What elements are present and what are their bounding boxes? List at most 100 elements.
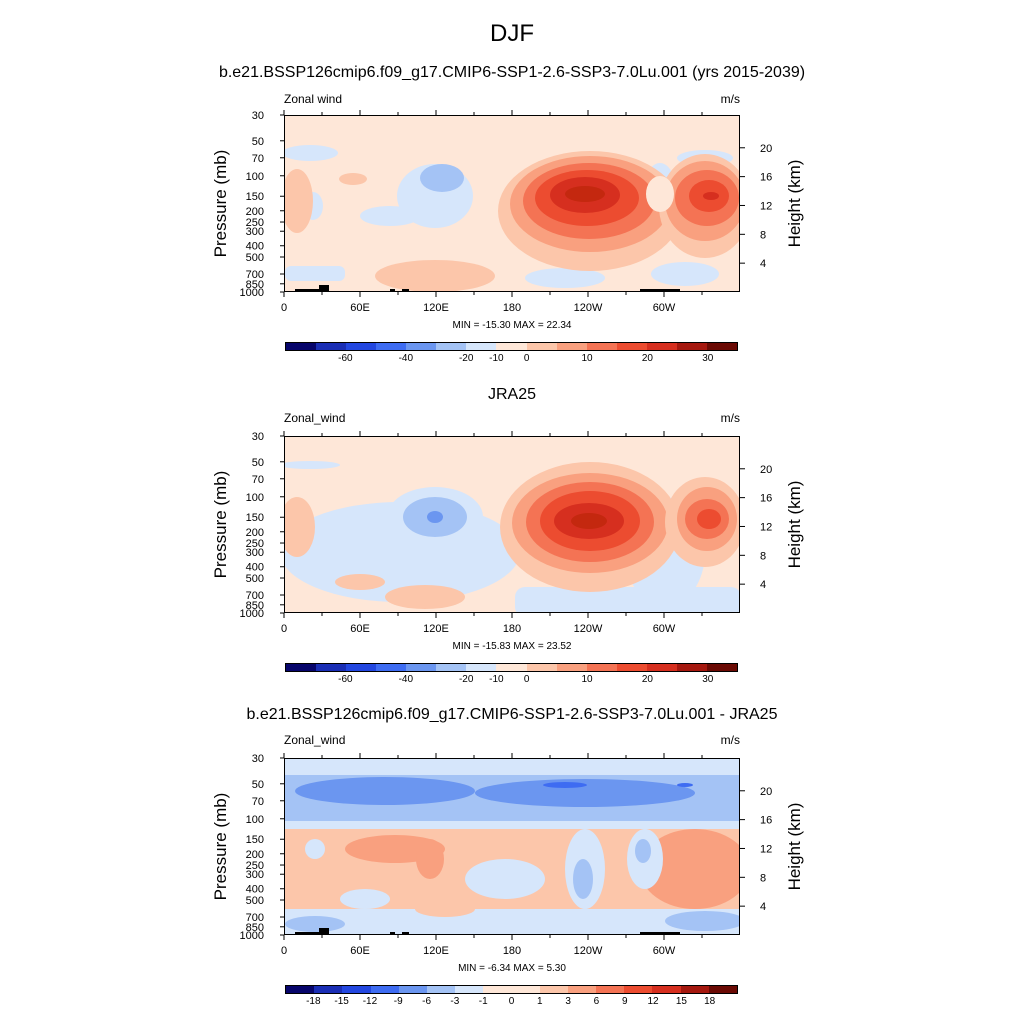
colorbar-tick-label: 3 <box>565 996 571 1007</box>
y-tick-label: 700 <box>246 590 264 602</box>
colorbar-tick-label: 18 <box>704 996 716 1007</box>
contour-fill-negative <box>651 262 719 286</box>
contour-fill-negative <box>543 782 587 788</box>
y2-tick-label: 12 <box>760 843 772 855</box>
minmax-label-1: MIN = -15.30 MAX = 22.34 <box>452 320 572 331</box>
colorbar-swatch <box>376 343 407 350</box>
colorbar-swatch <box>567 986 597 993</box>
x-tick-label: 60W <box>653 945 676 957</box>
topography-bar <box>319 928 329 934</box>
contour-fill-negative <box>285 461 340 469</box>
y2-tick-label: 8 <box>760 872 766 884</box>
y-tick-label: 200 <box>246 849 264 861</box>
colorbar-tick-label: -9 <box>393 996 403 1007</box>
variable-label-2: Zonal_wind <box>284 411 346 425</box>
contour-fill-positive <box>375 260 495 291</box>
colorbar-swatch <box>706 343 737 350</box>
y-tick-label: 850 <box>246 600 264 612</box>
contour-fill-negative <box>677 783 693 787</box>
colorbar-swatch <box>466 343 497 350</box>
colorbar-tick-label: -40 <box>398 353 414 364</box>
y-tick-label: 200 <box>246 206 264 218</box>
contour-fill-positive <box>565 186 605 202</box>
colorbar-tick-label: 10 <box>581 353 593 364</box>
colorbar-swatch <box>316 664 347 671</box>
y-tick-label: 1000 <box>240 287 264 299</box>
colorbar-swatch <box>708 986 737 993</box>
colorbar-1 <box>285 342 738 351</box>
y2-tick-label: 4 <box>760 258 766 270</box>
colorbar-tick-label: 0 <box>523 674 530 685</box>
contour-plot-2 <box>284 436 740 613</box>
colorbar-swatch <box>496 343 527 350</box>
y2-tick-label: 12 <box>760 521 772 533</box>
colorbar-swatch <box>706 664 737 671</box>
y-tick-label: 30 <box>252 110 264 122</box>
colorbar-tick-label: -15 <box>334 996 349 1007</box>
y-tick-label: 300 <box>246 226 264 238</box>
units-label-1: m/s <box>720 92 740 106</box>
colorbar-swatch <box>483 986 512 993</box>
y2-tick-label: 4 <box>760 579 766 591</box>
colorbar-tick-label: 20 <box>641 674 653 685</box>
contour-fill-negative <box>665 911 739 931</box>
colorbar-tick-label: -60 <box>338 674 353 685</box>
x-tick-label: 120W <box>574 945 603 957</box>
colorbar-tick-label: -3 <box>450 996 460 1007</box>
colorbar-swatch <box>346 343 377 350</box>
colorbar-swatch <box>436 664 467 671</box>
contour-fill-positive <box>697 509 721 529</box>
colorbar-swatch <box>406 664 437 671</box>
x-tick-label: 0 <box>281 623 287 635</box>
topography-bar <box>402 932 409 934</box>
colorbar-tick-label: -40 <box>398 674 414 685</box>
units-label-3: m/s <box>720 733 740 747</box>
y-tick-label: 150 <box>246 512 264 524</box>
topography-bar <box>295 932 325 934</box>
topography-bar <box>390 932 395 934</box>
colorbar-tick-label: 12 <box>647 996 659 1007</box>
y2-axis-title: Height (km) <box>785 481 804 569</box>
x-tick-label: 180 <box>503 302 521 314</box>
x-tick-label: 60W <box>653 302 676 314</box>
colorbar-swatch <box>646 664 677 671</box>
y-tick-label: 100 <box>246 814 264 826</box>
colorbar-tick-label: 30 <box>702 674 714 685</box>
y-axis-title: Pressure (mb) <box>211 471 230 579</box>
x-tick-label: 120E <box>423 623 449 635</box>
colorbar-swatch <box>455 986 484 993</box>
y-tick-label: 250 <box>246 860 264 872</box>
colorbar-tick-label: -60 <box>338 353 353 364</box>
colorbar-swatch <box>526 343 557 350</box>
colorbar-labels-2: -60 -40 -20 -10 0 10 20 30 <box>285 674 738 686</box>
colorbar-tick-label: -10 <box>489 674 504 685</box>
contour-fill-negative <box>285 266 345 281</box>
y-tick-label: 30 <box>252 753 264 765</box>
y2-tick-label: 20 <box>760 464 772 476</box>
panel-title-1: b.e21.BSSP126cmip6.f09_g17.CMIP6-SSP1-2.… <box>218 64 806 81</box>
x-tick-label: 60E <box>350 945 370 957</box>
colorbar-swatch <box>511 986 540 993</box>
colorbar-tick-label: 30 <box>702 353 714 364</box>
topography-bar <box>640 932 680 934</box>
contour-fill-positive <box>416 839 444 879</box>
contour-plot-3 <box>284 758 740 935</box>
y-tick-label: 1000 <box>240 608 264 620</box>
contour-fill-negative <box>285 916 345 932</box>
x-tick-label: 0 <box>281 302 287 314</box>
colorbar-swatch <box>586 343 617 350</box>
colorbar-swatch <box>556 664 587 671</box>
colorbar-swatch <box>526 664 557 671</box>
y-tick-label: 300 <box>246 869 264 881</box>
y-tick-label: 30 <box>252 431 264 443</box>
x-tick-label: 120W <box>574 623 603 635</box>
contour-fill-positive <box>335 574 385 590</box>
contour-fill-negative <box>635 839 651 863</box>
contour-fill-positive <box>415 901 475 917</box>
contour-plot-1 <box>284 115 740 292</box>
colorbar-tick-label: 10 <box>581 674 593 685</box>
y-tick-label: 500 <box>246 573 264 585</box>
y-tick-label: 150 <box>246 191 264 203</box>
contour-fill-negative <box>305 839 325 859</box>
